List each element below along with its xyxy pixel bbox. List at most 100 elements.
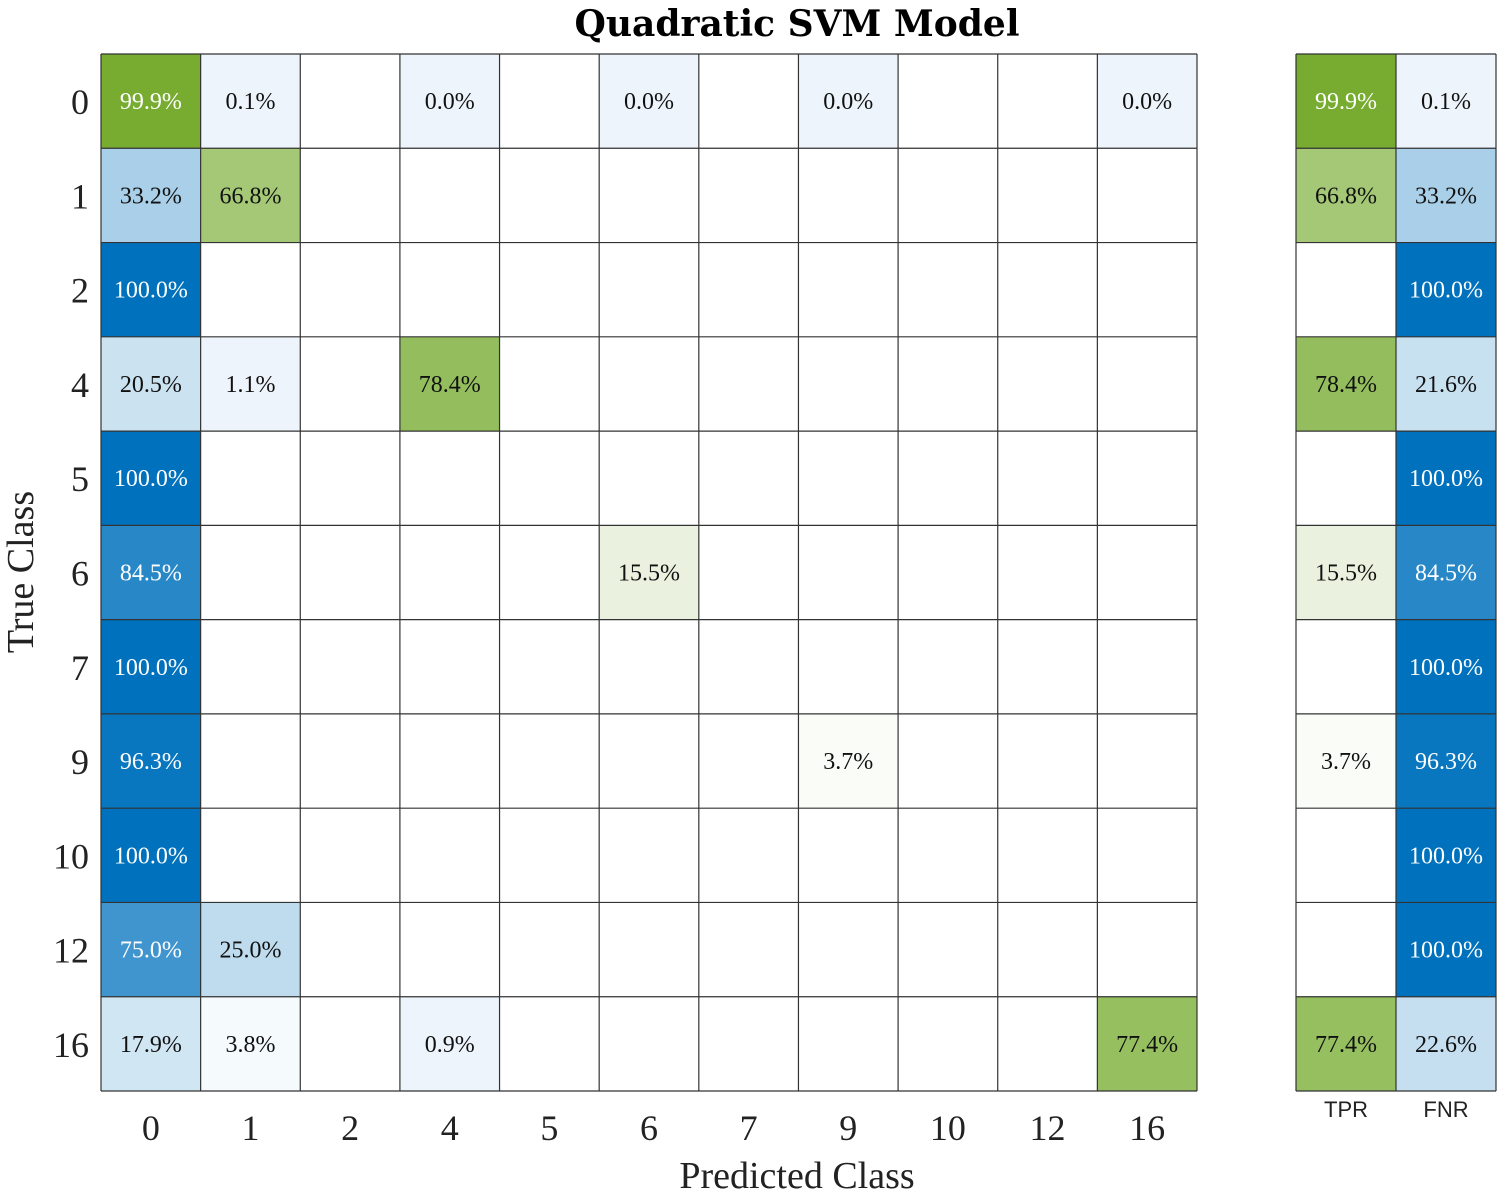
x-axis-label: Predicted Class [679, 1155, 914, 1193]
matrix-cell [200, 336, 301, 432]
x-tick-label: 7 [740, 1108, 758, 1148]
matrix-cell-label: 100.0% [114, 843, 188, 869]
x-tick-label: 4 [441, 1108, 459, 1148]
matrix-cell-label: 77.4% [1116, 1032, 1178, 1058]
matrix-cell [101, 902, 201, 997]
matrix-cell-label: 0.0% [425, 89, 475, 115]
summary-tick-label: FNR [1423, 1097, 1468, 1122]
matrix-cell-label: 0.9% [425, 1032, 475, 1058]
y-tick-label: 5 [71, 459, 89, 499]
summary-cell [1396, 431, 1496, 526]
x-tick-label: 10 [930, 1108, 966, 1148]
summary-cell [1396, 242, 1496, 337]
x-tick-label: 0 [142, 1108, 160, 1148]
summary-cell [1396, 619, 1496, 714]
y-tick-label: 0 [71, 82, 89, 122]
matrix-cell-label: 3.8% [225, 1032, 275, 1058]
x-tick-label: 12 [1030, 1108, 1066, 1148]
matrix-cell [399, 996, 500, 1091]
matrix-cell [798, 54, 899, 149]
summary-cell-label: 100.0% [1409, 938, 1483, 964]
matrix-cell [798, 713, 899, 809]
matrix-cell-label: 25.0% [219, 938, 281, 964]
matrix-cell [399, 54, 500, 149]
matrix-cell-label: 33.2% [120, 183, 182, 209]
summary-cell [1396, 525, 1496, 620]
matrix-cell [200, 54, 301, 149]
matrix-cell-label: 0.1% [225, 89, 275, 115]
matrix-cell [101, 713, 201, 809]
matrix-cell [101, 54, 201, 149]
summary-cell-label: 100.0% [1409, 843, 1483, 869]
matrix-cell [101, 525, 201, 620]
summary-cell [1396, 713, 1496, 809]
x-tick-label: 9 [839, 1108, 857, 1148]
matrix-cell [101, 336, 201, 432]
y-tick-label: 2 [71, 271, 89, 311]
x-tick-labels: 0 1 2 4 5 6 7 9 10 12 16 [142, 1108, 1165, 1148]
summary-cell [1396, 902, 1496, 997]
summary-gridlines [1295, 53, 1497, 1092]
summary-cell [1296, 996, 1396, 1091]
summary-cell-label: 22.6% [1415, 1032, 1477, 1058]
matrix-cell-label: 75.0% [120, 938, 182, 964]
matrix-cell-label: 84.5% [120, 561, 182, 587]
summary-cell [1396, 336, 1496, 432]
matrix-cell [1097, 996, 1197, 1091]
matrix-cell [200, 148, 301, 243]
matrix-cell-label: 17.9% [120, 1032, 182, 1058]
matrix-cell-label: 0.0% [1122, 89, 1172, 115]
x-tick-label: 6 [640, 1108, 658, 1148]
x-tick-label: 1 [241, 1108, 259, 1148]
matrix-cell-label: 78.4% [419, 372, 481, 398]
y-tick-label: 16 [53, 1025, 89, 1065]
matrix-cell-label: 15.5% [618, 561, 680, 587]
chart-title: Quadratic SVM Model [574, 3, 1019, 45]
summary-cell [1296, 54, 1396, 149]
summary-cell [1296, 336, 1396, 432]
matrix-cell [1097, 54, 1197, 149]
summary-tick-label: TPR [1324, 1097, 1368, 1122]
summary-cell-label: 0.1% [1421, 89, 1471, 115]
matrix-cell [101, 619, 201, 714]
summary-cell [1296, 148, 1396, 243]
summary-cell [1396, 148, 1496, 243]
matrix-cell-label: 66.8% [219, 183, 281, 209]
summary-cell-label: 100.0% [1409, 466, 1483, 492]
summary-cell-label: 77.4% [1315, 1032, 1377, 1058]
y-tick-label: 9 [71, 742, 89, 782]
summary-cell-label: 84.5% [1415, 561, 1477, 587]
y-tick-label: 10 [53, 836, 89, 876]
matrix-cell [599, 525, 699, 620]
summary-cell-label: 100.0% [1409, 655, 1483, 681]
x-tick-label: 2 [341, 1108, 359, 1148]
matrix-cell [101, 148, 201, 243]
matrix-cell-label: 96.3% [120, 749, 182, 775]
y-tick-label: 7 [71, 648, 89, 688]
matrix-cell-label: 20.5% [120, 372, 182, 398]
y-tick-label: 6 [71, 554, 89, 594]
matrix-cell [101, 431, 201, 526]
x-tick-label: 16 [1129, 1108, 1165, 1148]
matrix-cell [101, 808, 201, 903]
matrix-cell-label: 0.0% [823, 89, 873, 115]
matrix-cell-label: 99.9% [120, 89, 182, 115]
y-axis-label: True Class [0, 491, 42, 653]
summary-cell [1296, 713, 1396, 809]
matrix-cell-label: 100.0% [114, 278, 188, 304]
summary-cell-label: 15.5% [1315, 561, 1377, 587]
y-tick-label: 12 [53, 931, 89, 971]
summary-cell-label: 33.2% [1415, 183, 1477, 209]
matrix-cells: 99.9% 0.1% 0.0% 0.0% 0.0% 0.0% 33.2% 66.8% 100.0… [101, 54, 1197, 1091]
matrix-gridlines [100, 53, 1198, 1092]
summary-cell-label: 3.7% [1321, 749, 1371, 775]
x-tick-label: 5 [540, 1108, 558, 1148]
y-tick-label: 1 [71, 176, 89, 216]
matrix-cell-label: 100.0% [114, 655, 188, 681]
summary-cell-label: 21.6% [1415, 372, 1477, 398]
summary-cells: 99.9% 0.1% 66.8% 33.2% 100.0% 78.4% 21.6% 100.0… [1296, 54, 1496, 1091]
summary-cell [1396, 808, 1496, 903]
matrix-cell [200, 902, 301, 997]
matrix-cell-label: 100.0% [114, 466, 188, 492]
